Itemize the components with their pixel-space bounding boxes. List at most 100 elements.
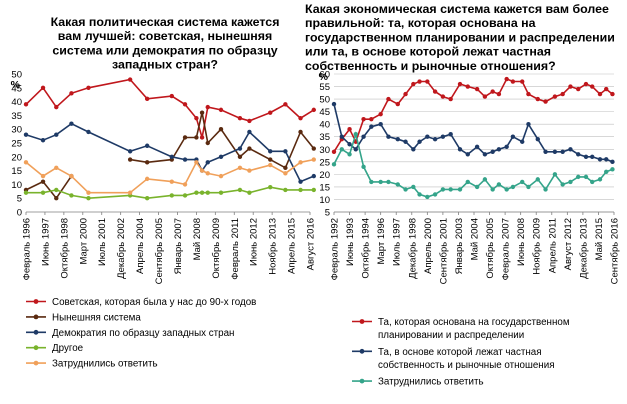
chart2-y-tick-label: 20 (319, 170, 330, 181)
chart1-series-3-point (247, 129, 252, 135)
chart1-y-tick-label: 50 (11, 70, 22, 81)
chart2-series-3-point (432, 192, 438, 197)
chart2-series-1-point (347, 127, 352, 132)
chart1-series-3-point (169, 154, 174, 159)
chart1-series-5-point (237, 165, 243, 171)
chart1-series-1-point (283, 102, 288, 107)
chart2-x-tick-label: Май 2015 (594, 218, 605, 260)
chart1-series-2-point (205, 140, 210, 146)
chart2-series-1-point (496, 91, 502, 97)
chart1-x-tick-label: Октябрь 2009 (211, 218, 222, 279)
chart2-series-3-point (535, 177, 540, 182)
chart2-legend-swatch-marker (359, 319, 365, 324)
chart1-series-5-point (218, 173, 224, 179)
chart1-y-tick-label: 20 (11, 152, 22, 163)
chart1-series-4-point (144, 196, 150, 201)
chart1-series-2-point (40, 179, 46, 184)
chart1-legend-swatch-marker (33, 345, 39, 351)
chart1-series-1-point (218, 107, 224, 113)
chart2-series-3-point (604, 169, 609, 175)
chart2-series-3-point (361, 164, 366, 170)
chart2-x-tick-label: Январь 2003 (454, 218, 465, 274)
chart1-series-3-point (298, 179, 303, 184)
chart2-series-3-point (568, 179, 573, 185)
chart1-series-1-point (23, 102, 29, 107)
chart2-series-3-point (490, 187, 495, 192)
chart2-series-2-point (425, 134, 430, 139)
chart2-y-tick-label: 30 (319, 145, 330, 156)
chart1-x-tick-label: Декабрь 2002 (116, 218, 127, 279)
chart2-series-2-point (520, 139, 525, 144)
chart2-series-3-point (482, 177, 488, 182)
chart1-y-tick-label: 0 (17, 208, 22, 219)
chart2-series-1-point (465, 84, 470, 89)
chart2-series-2-point (496, 147, 502, 152)
chart2-y-tick-label: 25 (319, 157, 330, 168)
chart2-series-1-point (552, 94, 558, 99)
chart1-series-1-point (182, 102, 188, 107)
chart2-series-1-point (331, 149, 337, 154)
chart2-series-1-point (403, 91, 408, 97)
chart1-series-5-point (127, 190, 133, 195)
chart2-legend-label: собственность и рыночные отношения (378, 360, 555, 371)
chart1-y-tick-label: 25 (11, 139, 22, 150)
chart1-x-tick-label: Февраль 2011 (230, 218, 241, 280)
chart2-series-3-point (576, 174, 581, 180)
chart2-x-tick-label: Март 1996 (376, 218, 387, 265)
chart1-x-tick-label: Июнь 2012 (249, 218, 260, 266)
chart1-y-tick-label: 30 (11, 125, 22, 136)
chart1-series-5-point (298, 160, 303, 165)
chart2-series-3-point (474, 184, 480, 190)
chart1-legend-swatch-marker (33, 329, 39, 335)
chart1-series-2-point (127, 157, 133, 162)
chart2-series-1-point (543, 99, 548, 104)
chart1-y-tick-label: 5 (17, 194, 22, 205)
chart2-x-tick-label: Апрель 2000 (423, 218, 434, 274)
chart1-series-5-point (247, 168, 252, 173)
chart1-x-tick-label: Август 2016 (306, 218, 317, 270)
chart1-x-tick-label: Сентябрь 2005 (154, 218, 165, 284)
chart2-series-1-point (432, 89, 438, 94)
chart1-legend-label: Советская, которая была у нас до 90-х го… (52, 297, 256, 308)
chart1-series-2-point (268, 157, 273, 162)
chart1-series-3-point (218, 154, 224, 159)
chart2-x-tick-label: Февраль 1992 (330, 218, 341, 280)
chart1-series-3-point (69, 121, 74, 126)
chart2-title-line: или та, в основе которой лежат частная (305, 45, 551, 59)
chart1-series-2-point (298, 129, 303, 135)
chart2-series-1-point (474, 86, 480, 92)
chart2-series-2-point (432, 137, 438, 142)
chart2-series-3-point (543, 187, 548, 192)
chart2-series-3-point (610, 167, 615, 172)
chart2-series-3-point (369, 179, 374, 185)
chart2-series-1-point (568, 84, 573, 89)
chart2-series-3-point (411, 184, 416, 190)
chart1-series-4-point (268, 184, 273, 190)
chart2-y-tick-label: 60 (319, 70, 330, 81)
chart2-series-2-point (590, 154, 595, 159)
chart2-series-3-point (526, 184, 531, 190)
chart2-legend-label: Та, в основе которой лежат частная (378, 347, 542, 358)
chart1-series-4-point (40, 190, 46, 195)
chart1-series-2-point (247, 146, 252, 151)
chart2-y-axis-label: % (319, 71, 329, 83)
chart2-series-2-point (552, 149, 558, 154)
chart2-series-2-point (331, 101, 337, 107)
chart2-x-tick-label: Декабрь 1998 (407, 218, 418, 279)
chart1-x-tick-label: Январь 2007 (173, 218, 184, 274)
chart2-x-tick-label: Май 2004 (470, 218, 481, 260)
chart2-y-tick-label: 15 (319, 182, 330, 193)
chart2-series-2-point (568, 147, 573, 152)
chart2-series-1-point (490, 89, 495, 94)
chart2-series-2-point (448, 132, 453, 137)
chart2-series-1-point (369, 116, 374, 122)
chart2-series-2-point (403, 139, 408, 144)
chart2-series-3-point (590, 179, 595, 185)
chart2-title-line: государственном планировании и распредел… (305, 30, 615, 44)
chart2-series-line-3 (333, 131, 613, 198)
chart1-series-3-point (54, 132, 59, 137)
chart1-series-line-2 (25, 112, 315, 200)
chart2-legend-swatch-marker (359, 348, 365, 354)
chart2-series-1-point (520, 79, 525, 84)
chart1-series-2-point (182, 135, 188, 140)
